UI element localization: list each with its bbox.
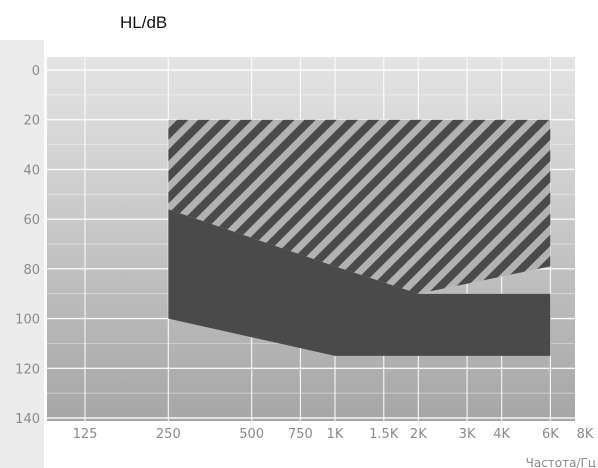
x-tick-label: 2K — [410, 427, 427, 442]
y-tick-label: 120 — [15, 362, 40, 377]
x-tick-label: 4K — [493, 427, 510, 442]
y-tick-label: 20 — [23, 114, 40, 129]
x-axis-label: Частота/Гц — [526, 456, 596, 468]
x-tick-label: 1.5K — [369, 427, 399, 442]
x-tick-label: 3K — [459, 427, 476, 442]
left-side-strip — [0, 40, 44, 468]
y-tick-label: 140 — [15, 412, 40, 427]
y-tick-labels: 0 20 40 60 80 100 120 140 — [15, 64, 40, 427]
x-tick-label: 8K — [577, 427, 594, 442]
x-tick-label: 750 — [288, 427, 313, 442]
data-areas — [168, 119, 551, 356]
y-tick-label: 80 — [23, 263, 40, 278]
x-tick-label: 500 — [239, 427, 264, 442]
y-tick-label: 100 — [15, 313, 40, 328]
y-axis-label: HL/dB — [120, 13, 167, 32]
y-tick-label: 60 — [23, 213, 40, 228]
hatched-range-area — [168, 119, 551, 294]
x-tick-label: 250 — [156, 427, 181, 442]
x-tick-label: 1K — [327, 427, 344, 442]
y-tick-label: 0 — [32, 64, 40, 79]
x-tick-label: 6K — [542, 427, 559, 442]
x-tick-label: 125 — [73, 427, 98, 442]
solid-range-area — [168, 209, 551, 356]
x-tick-labels: 125 250 500 750 1K 1.5K 2K 3K 4K 6K 8K — [73, 427, 594, 442]
y-tick-label: 40 — [23, 163, 40, 178]
